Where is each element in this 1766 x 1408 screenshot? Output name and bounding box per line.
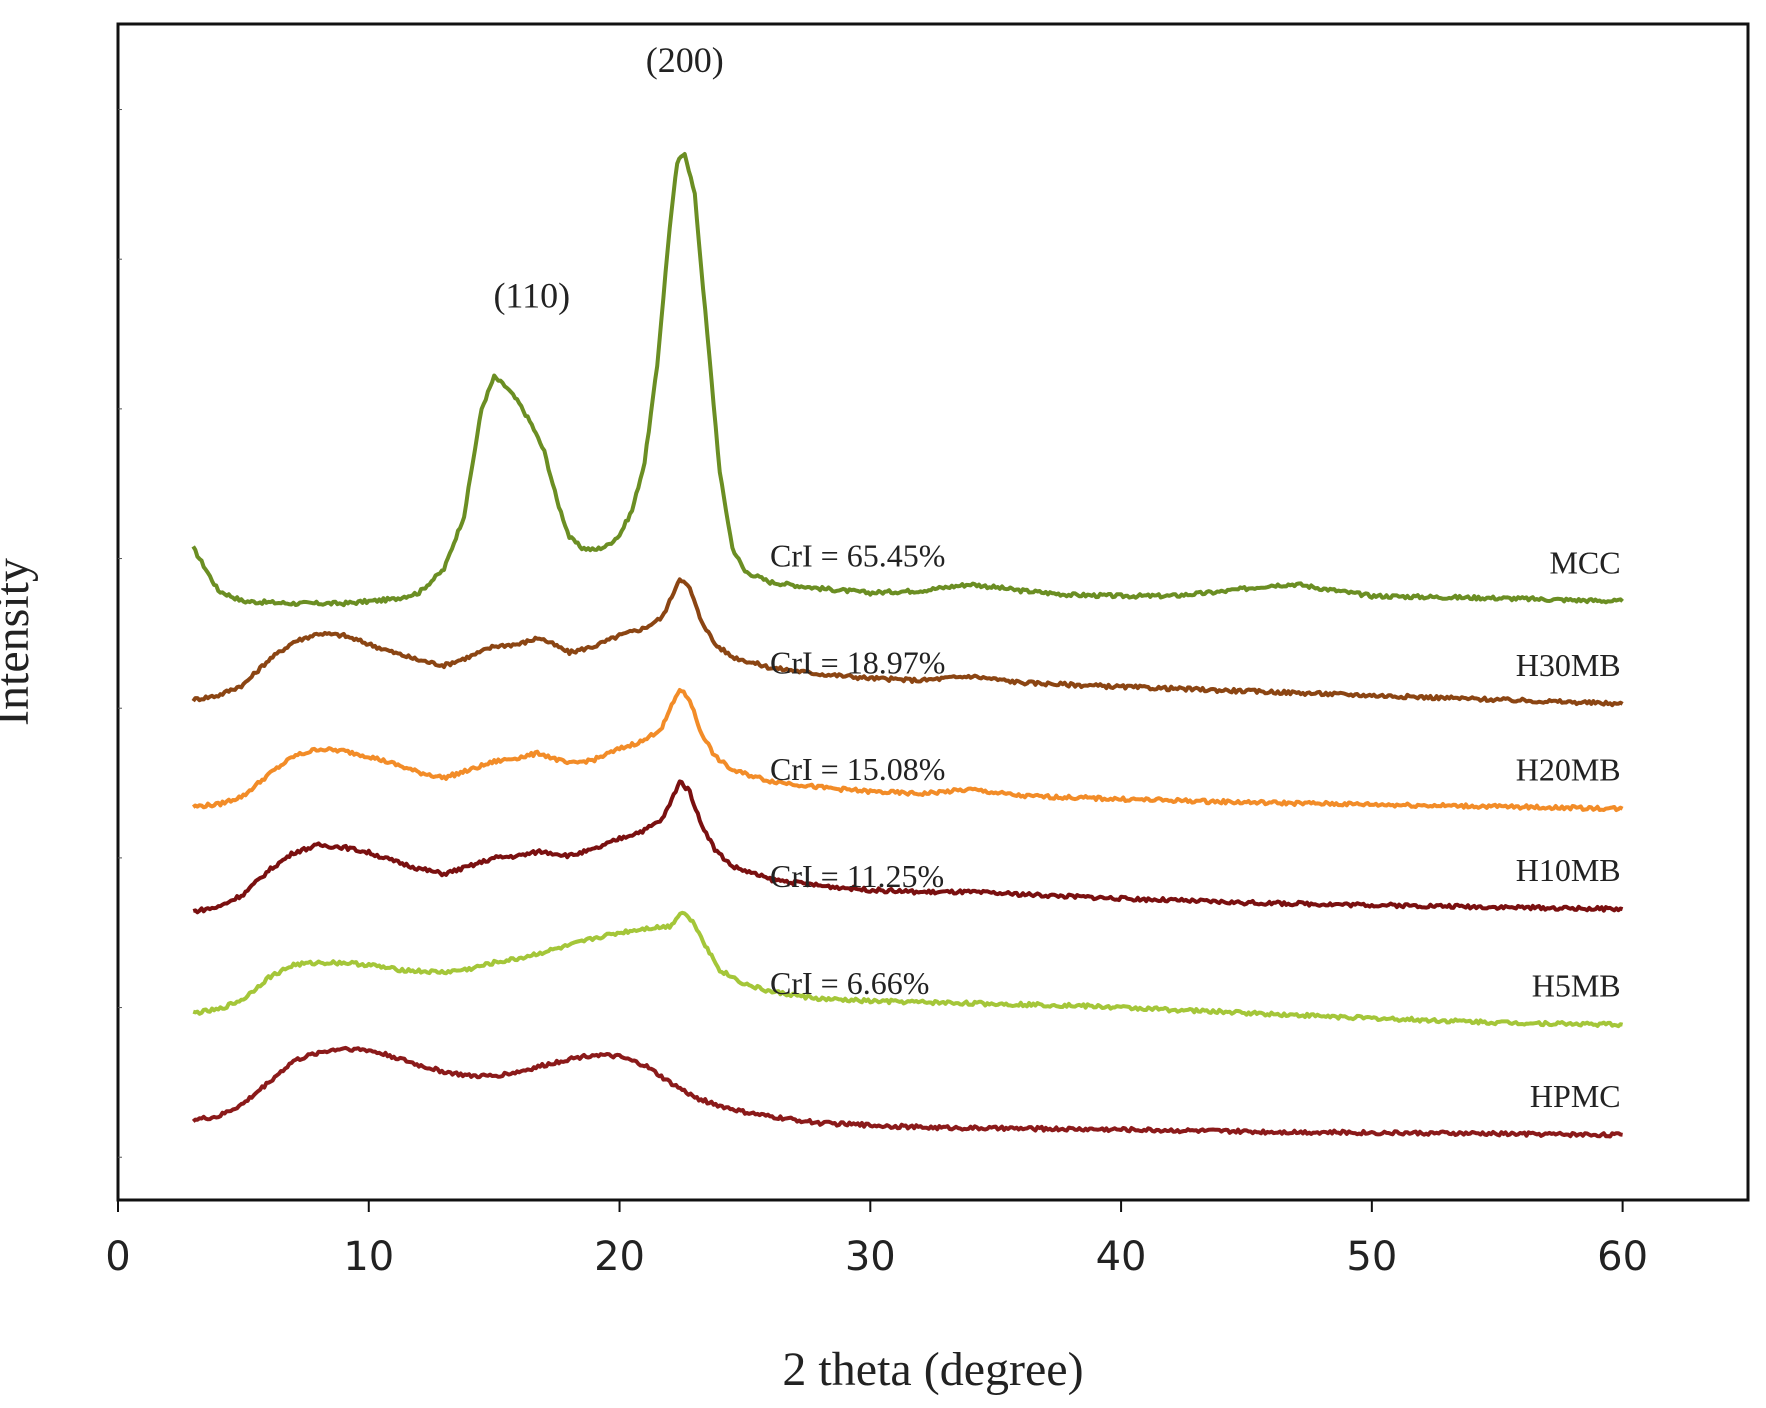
crystallinity-label: CrI = 11.25% bbox=[770, 858, 944, 894]
crystallinity-label: CrI = 18.97% bbox=[770, 644, 945, 680]
series-label: HPMC bbox=[1530, 1078, 1621, 1114]
crystallinity-label: CrI = 65.45% bbox=[770, 537, 945, 573]
series-line-h5mb bbox=[192, 910, 1624, 1029]
series-label: H20MB bbox=[1516, 752, 1621, 788]
series-label: H5MB bbox=[1532, 968, 1621, 1004]
x-axis-title: 2 theta (degree) bbox=[782, 1343, 1083, 1396]
series-label: MCC bbox=[1549, 544, 1620, 580]
series-label: H10MB bbox=[1516, 852, 1621, 888]
peak-annotation: (110) bbox=[493, 275, 570, 315]
series-line-h10mb bbox=[192, 779, 1624, 915]
series-line-mcc bbox=[191, 152, 1624, 608]
x-tick-label: 40 bbox=[1096, 1234, 1147, 1280]
x-tick-label: 0 bbox=[105, 1234, 130, 1280]
peak-annotation: (200) bbox=[646, 40, 724, 80]
x-tick-label: 30 bbox=[845, 1234, 896, 1280]
x-tick-label: 60 bbox=[1597, 1234, 1648, 1280]
y-tick-marks bbox=[118, 109, 122, 1158]
label-layer: MCC CrI = 65.45% H30MB CrI = 18.97% H20MB CrI… bbox=[493, 40, 1620, 1114]
crystallinity-label: CrI = 15.08% bbox=[770, 751, 945, 787]
x-tick-label: 20 bbox=[594, 1234, 645, 1280]
series-line-hpmc bbox=[191, 1045, 1623, 1139]
x-tick-label: 50 bbox=[1346, 1234, 1397, 1280]
series-label: H30MB bbox=[1516, 647, 1621, 683]
x-tick-marks: 0 10 20 30 40 50 60 bbox=[105, 1200, 1648, 1280]
series-line-h20mb bbox=[191, 688, 1624, 813]
x-tick-label: 10 bbox=[343, 1234, 394, 1280]
plot-frame bbox=[116, 22, 1750, 1202]
y-axis-title: Intensity bbox=[0, 558, 39, 726]
series-line-h30mb bbox=[191, 577, 1624, 708]
crystallinity-label: CrI = 6.66% bbox=[770, 965, 929, 1001]
series-layer bbox=[191, 152, 1624, 1139]
